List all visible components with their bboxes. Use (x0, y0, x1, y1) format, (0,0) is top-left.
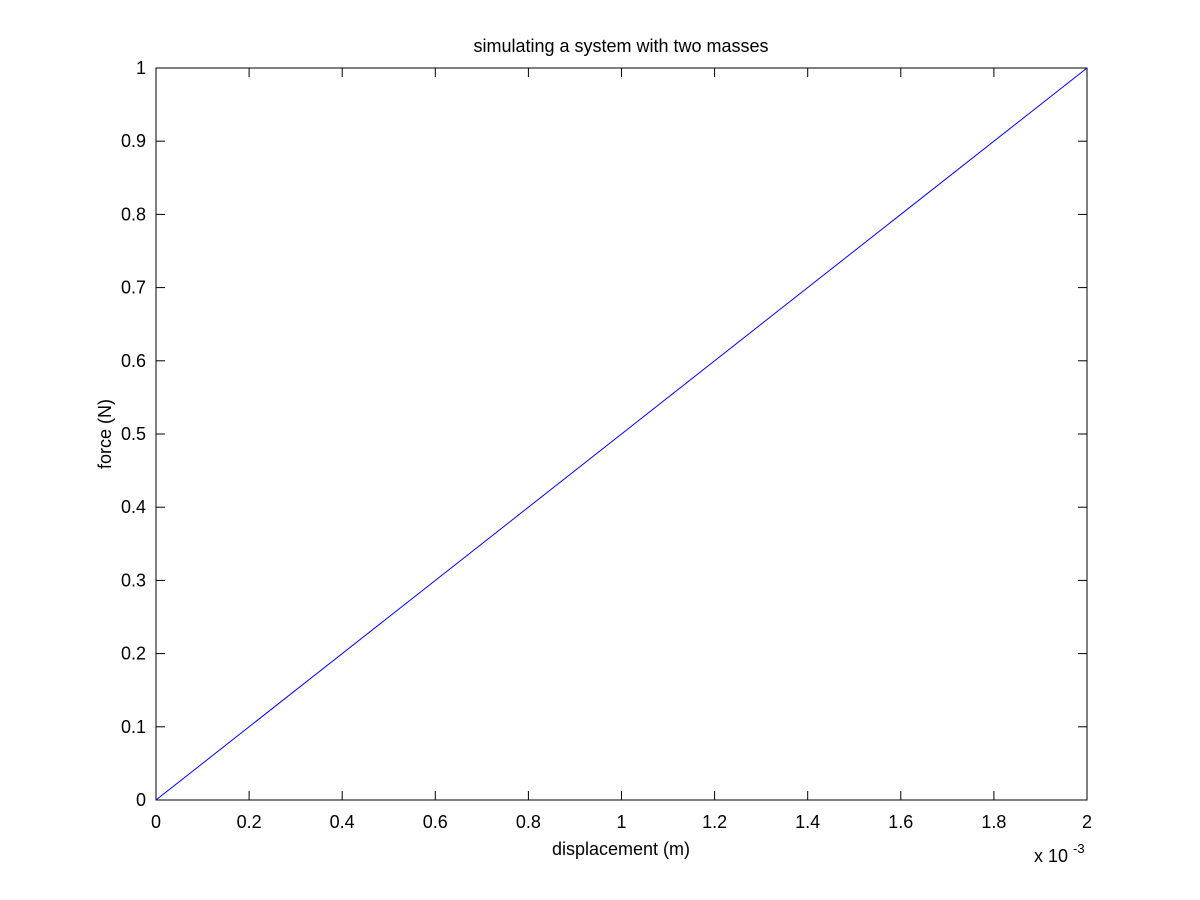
x-tick-label: 0.4 (330, 812, 355, 832)
y-tick-label: 0.1 (121, 717, 146, 737)
chart-title: simulating a system with two masses (473, 36, 768, 56)
y-tick-label: 0.7 (121, 278, 146, 298)
x-tick-label: 1 (616, 812, 626, 832)
x-axis-exponent-base: x 10 (1034, 846, 1068, 866)
y-axis-tick-labels: 0 0.1 0.2 0.3 0.4 0.5 0.6 0.7 0.8 0.9 1 (121, 58, 146, 810)
y-tick-label: 0.6 (121, 351, 146, 371)
y-tick-label: 1 (136, 58, 146, 78)
series-line-0 (155, 67, 1088, 801)
x-tick-label: 0.8 (516, 812, 541, 832)
y-tick-label: 0.2 (121, 644, 146, 664)
x-tick-label: 1.6 (888, 812, 913, 832)
x-axis-label: displacement (m) (552, 839, 690, 859)
x-tick-label: 1.2 (702, 812, 727, 832)
x-tick-label: 0.6 (423, 812, 448, 832)
x-tick-label: 2 (1082, 812, 1092, 832)
x-tick-label: 1.4 (795, 812, 820, 832)
y-tick-label: 0.5 (121, 424, 146, 444)
y-tick-label: 0.9 (121, 131, 146, 151)
x-axis-tick-labels: 0 0.2 0.4 0.6 0.8 1 1.2 1.4 1.6 1.8 2 (151, 812, 1092, 832)
x-tick-label: 1.8 (981, 812, 1006, 832)
y-tick-label: 0.3 (121, 570, 146, 590)
y-tick-label: 0.8 (121, 204, 146, 224)
x-axis-exponent: x 10 -3 (1034, 841, 1085, 866)
x-axis-exponent-power: -3 (1073, 841, 1085, 856)
x-tick-label: 0.2 (237, 812, 262, 832)
y-tick-label: 0 (136, 790, 146, 810)
x-axis-ticks (155, 68, 1088, 800)
series-layer (155, 67, 1088, 801)
y-tick-label: 0.4 (121, 497, 146, 517)
y-axis-label: force (N) (95, 399, 115, 469)
y-axis-ticks (156, 67, 1087, 801)
x-tick-label: 0 (151, 812, 161, 832)
